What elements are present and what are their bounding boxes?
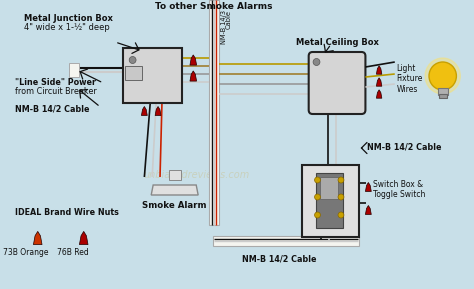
Bar [125, 66, 142, 80]
Circle shape [315, 177, 320, 183]
Circle shape [425, 58, 460, 94]
Circle shape [338, 177, 344, 183]
Polygon shape [190, 55, 197, 65]
Text: Cable: Cable [226, 10, 231, 29]
Polygon shape [376, 66, 382, 74]
Bar [302, 165, 358, 237]
Circle shape [429, 62, 456, 90]
Text: NM-B 14/2 Cable: NM-B 14/2 Cable [15, 105, 90, 114]
Text: NM-B 14/2 Cable: NM-B 14/2 Cable [242, 255, 317, 264]
Bar [316, 173, 343, 228]
Text: Switch Box &
Toggle Switch: Switch Box & Toggle Switch [373, 180, 426, 199]
Text: 76B Red: 76B Red [57, 248, 89, 257]
Polygon shape [376, 90, 382, 98]
Circle shape [338, 212, 344, 218]
Circle shape [338, 194, 344, 200]
Polygon shape [190, 71, 197, 81]
Text: "Line Side" Power: "Line Side" Power [15, 78, 96, 87]
Text: Metal Ceiling Box: Metal Ceiling Box [296, 38, 379, 47]
Bar [438, 88, 447, 95]
Text: To other Smoke Alarms: To other Smoke Alarms [155, 2, 273, 11]
Bar [169, 170, 181, 180]
Polygon shape [34, 231, 42, 244]
Polygon shape [155, 107, 161, 116]
Circle shape [129, 57, 136, 64]
Text: IDEAL Brand Wire Nuts: IDEAL Brand Wire Nuts [15, 208, 119, 217]
Circle shape [313, 58, 320, 66]
Text: 4" wide x 1-½" deep: 4" wide x 1-½" deep [24, 23, 110, 32]
Text: NM-B 14/3: NM-B 14/3 [221, 10, 227, 44]
Text: Metal Junction Box: Metal Junction Box [24, 14, 113, 23]
Text: from Circuit Breaker: from Circuit Breaker [15, 87, 97, 96]
Circle shape [315, 194, 320, 200]
Polygon shape [365, 182, 371, 192]
Bar [209, 0, 219, 225]
Text: NM-B 14/2 Cable: NM-B 14/2 Cable [367, 143, 442, 152]
Polygon shape [151, 185, 198, 195]
Polygon shape [376, 78, 382, 86]
Bar [320, 177, 338, 199]
Text: 73B Orange: 73B Orange [3, 248, 49, 257]
Bar [213, 236, 358, 246]
Text: unbiasedreviews.com: unbiasedreviews.com [143, 170, 249, 180]
Text: Smoke Alarm: Smoke Alarm [142, 201, 207, 210]
Text: Light
Fixture
Wires: Light Fixture Wires [397, 64, 423, 94]
Bar [69, 63, 79, 77]
Bar [123, 48, 182, 103]
Polygon shape [80, 231, 88, 244]
Polygon shape [141, 107, 147, 116]
FancyBboxPatch shape [309, 52, 365, 114]
Circle shape [315, 212, 320, 218]
Bar [439, 94, 447, 98]
Polygon shape [365, 205, 371, 214]
